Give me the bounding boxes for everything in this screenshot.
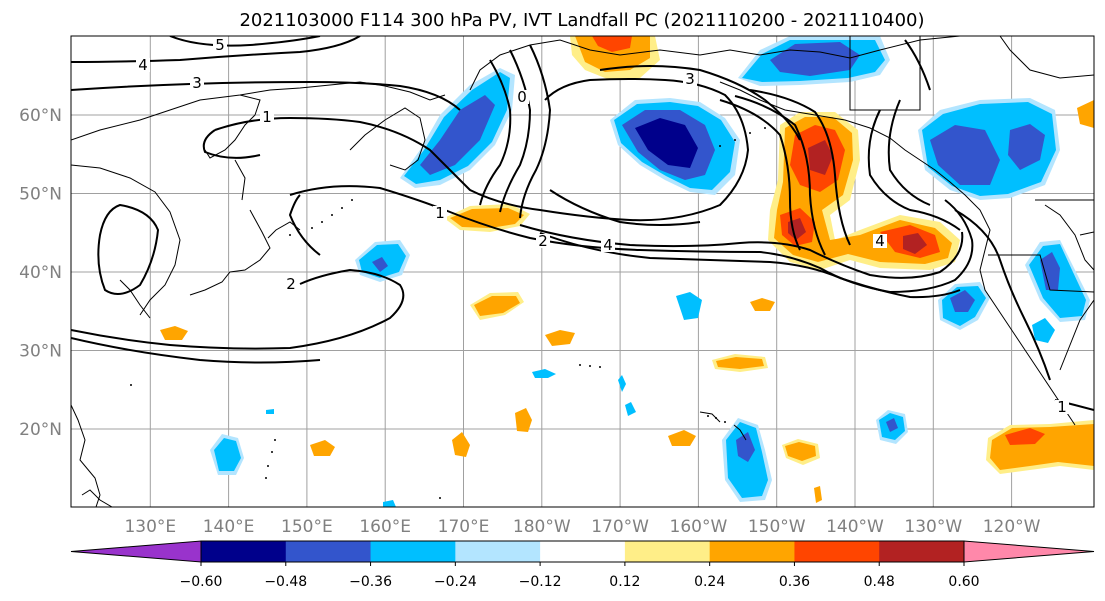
contour-label: 3: [192, 74, 202, 92]
contour-label: 3: [685, 70, 695, 88]
colorbar-bin: [794, 541, 880, 562]
colorbar: −0.60 −0.48 −0.36 −0.24 −0.12 0.12 0.24 0.36 0.4…: [70, 540, 1095, 590]
figure-title: 2021103000 F114 300 hPa PV, IVT Landfall…: [239, 10, 924, 31]
colorbar-bin: [540, 541, 626, 562]
anomaly-west-pacific: [355, 240, 410, 282]
map-frame: [70, 35, 1095, 508]
contour-label: 2: [286, 275, 296, 293]
anomaly-aleutian: [610, 98, 740, 195]
colorbar-bin: [624, 541, 711, 562]
lon-tick-label: 130°E: [124, 517, 176, 537]
contour-label: 1: [435, 204, 445, 222]
lat-tick-label: 40°N: [19, 263, 62, 283]
colorbar-under-arrow: [70, 540, 202, 563]
coastlines: [71, 36, 1094, 507]
colorbar-level-label: −0.24: [434, 574, 477, 590]
colorbar-level-label: −0.36: [349, 574, 392, 590]
colorbar-level-label: 0.24: [694, 574, 725, 590]
contour-labels: 5 4 3 1 1 2 4 4 2 1 0 3: [136, 36, 1069, 416]
anomaly-kamchatka-bering: [400, 68, 515, 188]
colorbar-bin: [455, 541, 541, 562]
lon-tick-label: 170°W: [591, 517, 649, 537]
colorbar-level-label: 0.60: [948, 574, 979, 590]
anomaly-hawaii: [722, 418, 772, 502]
contour-label: 5: [215, 36, 225, 54]
lon-tick-label: 170°E: [438, 517, 490, 537]
colorbar-level-label: 0.12: [609, 574, 640, 590]
contour-label: 4: [875, 232, 885, 250]
lat-tick-label: 60°N: [19, 106, 62, 126]
lon-tick-label: 180°W: [513, 517, 571, 537]
contour-label: 4: [138, 56, 148, 74]
colorbar-bin: [201, 541, 287, 562]
anomaly-small-patches: [160, 100, 1094, 503]
lat-tick-label: 20°N: [19, 420, 62, 440]
ivt-negative-anomalies: [210, 36, 1090, 507]
contour-label: 1: [262, 108, 272, 126]
lon-tick-label: 160°E: [359, 517, 411, 537]
colorbar-level-label: −0.60: [180, 574, 223, 590]
islands: [130, 127, 766, 499]
lon-tick-label: 140°W: [826, 517, 884, 537]
anomaly-pacific-northwest: [918, 98, 1060, 200]
colorbar-bin: [285, 541, 372, 562]
lat-tick-label: 50°N: [19, 185, 62, 205]
lon-tick-label: 150°E: [281, 517, 333, 537]
colorbar-level-label: 0.48: [864, 574, 895, 590]
anomaly-central-pacific: [444, 204, 530, 232]
latitude-tick-labels: 60°N 50°N 40°N 30°N 20°N: [19, 106, 62, 440]
colorbar-bin: [709, 541, 795, 562]
anomaly-small-blue: [210, 292, 908, 507]
colorbar-level-label: −0.48: [264, 574, 307, 590]
map-panel: 5 4 3 1 1 2 4 4 2 1 0 3: [71, 36, 1094, 507]
anomaly-baja: [986, 420, 1094, 474]
colorbar-over-arrow: [963, 540, 1095, 563]
contour-label: 2: [538, 232, 548, 250]
lon-tick-label: 140°E: [203, 517, 255, 537]
contour-label: 0: [517, 88, 527, 106]
contour-label: 4: [603, 236, 613, 254]
colorbar-bin: [370, 541, 456, 562]
lon-tick-label: 130°W: [904, 517, 962, 537]
pv-contours: [71, 36, 1094, 411]
longitude-tick-labels: 130°E 140°E 150°E 160°E 170°E 180°W 170°W 160°W…: [124, 517, 1040, 537]
contour-label: 1: [1057, 398, 1067, 416]
lat-tick-label: 30°N: [19, 342, 62, 362]
colorbar-level-label: 0.36: [779, 574, 810, 590]
colorbar-level-label: −0.12: [519, 574, 562, 590]
lon-tick-label: 120°W: [983, 517, 1041, 537]
colorbar-bin: [879, 541, 965, 562]
lon-tick-label: 160°W: [670, 517, 728, 537]
lon-tick-label: 150°W: [748, 517, 806, 537]
